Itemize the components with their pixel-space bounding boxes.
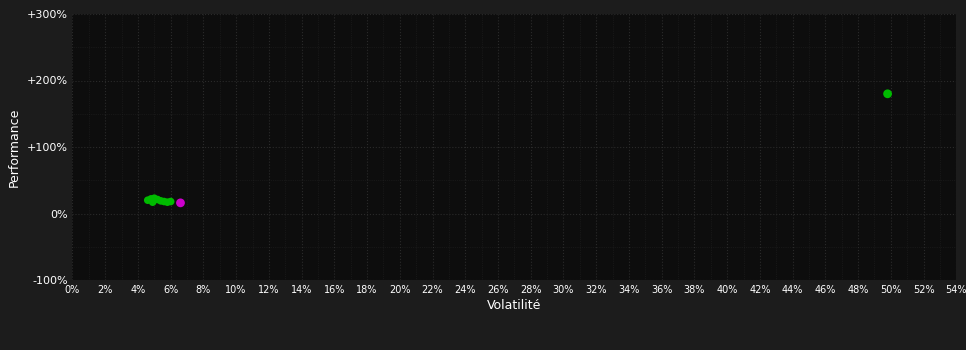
Point xyxy=(153,198,169,204)
Point xyxy=(173,200,188,206)
Point xyxy=(140,197,156,203)
Point xyxy=(150,197,165,202)
Point xyxy=(163,199,179,204)
Point xyxy=(147,195,162,201)
X-axis label: Volatilité: Volatilité xyxy=(487,299,542,312)
Point xyxy=(145,199,160,205)
Y-axis label: Performance: Performance xyxy=(8,107,21,187)
Point xyxy=(143,196,158,202)
Point xyxy=(156,199,172,204)
Point xyxy=(159,199,175,205)
Point xyxy=(880,91,895,97)
